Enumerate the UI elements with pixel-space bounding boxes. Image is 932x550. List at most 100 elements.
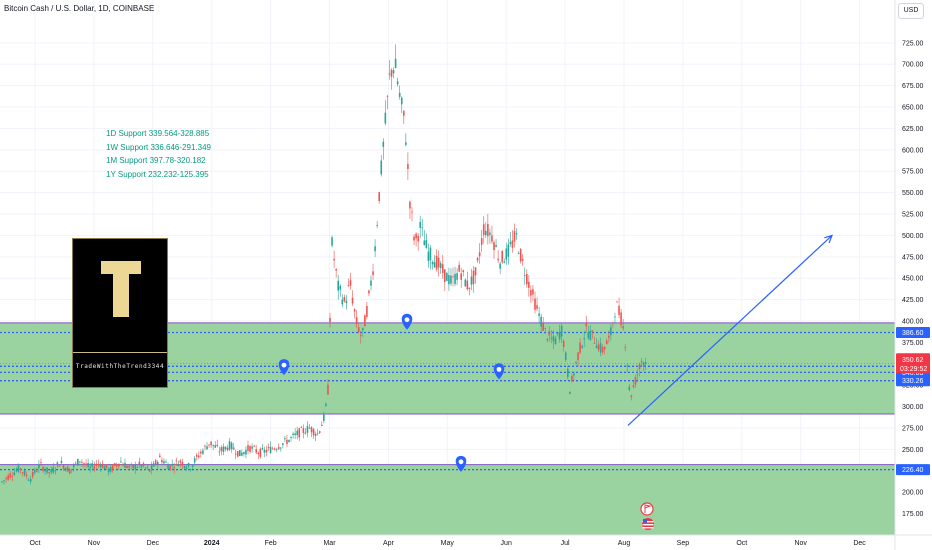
candle-body [409,201,411,209]
candle-body [503,261,506,263]
price-axis[interactable]: 175.00200.00225.00250.00275.00300.00325.… [902,40,924,518]
candle-body [220,447,223,452]
candle-body [116,464,118,467]
candle-body [101,463,104,468]
candle-body [165,461,167,463]
candle-body [267,447,270,448]
candle-body [439,263,442,269]
candle-body [130,464,132,466]
arrow-line [627,234,833,426]
candle-body [15,470,18,472]
candle-body [470,276,473,285]
candle-body [154,460,157,465]
candle-body [359,334,362,336]
candle-body [50,469,52,473]
watermark-logo: TradeWithTheTrend3344 [72,238,168,388]
candle-body [277,447,280,450]
candle-body [3,480,5,481]
candle-body [241,452,243,456]
candle-body [593,342,596,344]
candle-body [495,244,497,247]
candle-body [351,297,354,304]
candle-body [353,309,356,312]
candle-body [93,466,96,470]
map-pin-icon[interactable] [278,359,290,376]
candle-body [341,299,344,305]
candle-body [386,95,389,97]
candle-body [157,461,159,465]
time-axis[interactable]: Oct Nov Dec 2024 Feb Mar Apr May Jun Jul Aug Sep Oct… [30,540,867,547]
candle-body [536,305,538,309]
candle-body [62,465,65,469]
candle-body [640,360,643,363]
event-flag-icon[interactable] [640,502,654,516]
candle-body [310,426,313,433]
y-tick-label: 700.00 [902,62,924,69]
candle-body [618,305,620,315]
candle-body [198,455,200,458]
candle-body [368,290,370,294]
y-tick-label: 275.00 [902,426,924,433]
candle-body [245,449,247,455]
us-flag-icon[interactable] [642,518,654,530]
candle-body [271,448,274,450]
candle-body [208,444,210,446]
candle-body [431,261,434,265]
candle-body [70,469,73,470]
y-tick-label: 450.00 [902,276,924,283]
candle-body [77,459,79,466]
candle-body [452,276,454,278]
candle-body [300,427,303,429]
candle-body [212,444,214,446]
candle-body [284,438,286,440]
candle-body [306,425,309,433]
candle-body [232,447,235,450]
candle-body [91,463,93,467]
candle-body [109,467,112,472]
candle-body [5,477,7,480]
level-price-label-bg [896,326,930,338]
x-tick-label: Oct [30,540,41,547]
candle-body [417,235,419,242]
candle-body [610,327,612,336]
candle-body [384,112,387,124]
candle-body [177,463,180,467]
candle-body [591,330,594,332]
candle-body [517,253,520,254]
candle-body [454,273,456,284]
candle-body [642,362,645,366]
x-tick-label: May [441,540,455,547]
candle-body [388,73,391,75]
candle-body [622,326,624,329]
candle-body [294,433,296,435]
candle-body [509,241,512,244]
candle-body [163,461,165,464]
candle-body [21,472,24,473]
candle-body [433,262,436,268]
candle-body [466,280,469,290]
candle-body [239,450,241,457]
currency-button[interactable]: USD [898,3,924,19]
candle-body [56,462,59,464]
candle-body [519,249,522,262]
candle-body [288,439,290,442]
candle-body [505,248,508,260]
candle-body [538,313,540,317]
candle-body [23,470,26,476]
candle-body [407,164,409,169]
support-1m-label: 1M Support 397.78-320.182 [106,156,206,165]
candle-body [331,237,333,246]
candle-body [95,463,98,466]
map-pin-icon[interactable] [401,313,413,330]
candle-body [124,462,126,468]
candle-body [616,301,618,303]
map-pin-icon[interactable] [493,363,505,380]
candle-body [173,467,175,469]
map-pin-icon[interactable] [455,455,467,472]
candle-body [206,446,208,450]
candle-body [304,432,307,434]
candle-body [441,264,444,274]
candle-body [378,192,380,202]
y-tick-label: 325.00 [902,383,924,390]
y-tick-label: 300.00 [902,404,924,411]
